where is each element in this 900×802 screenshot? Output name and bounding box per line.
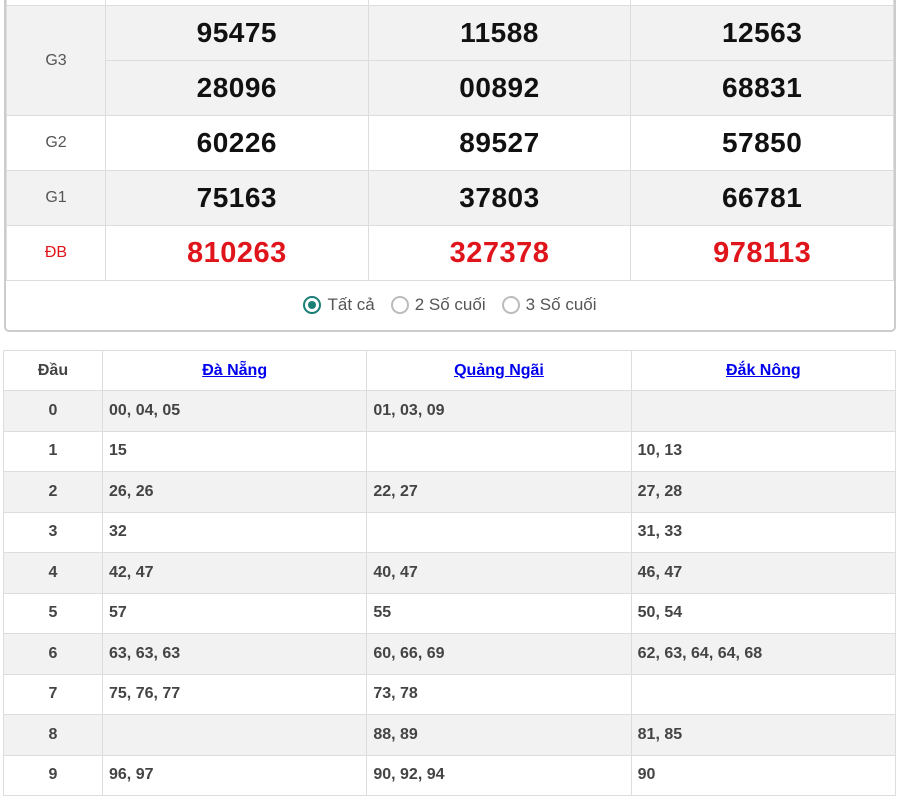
prize-label: ĐB [6,225,106,281]
head-digit: 7 [3,673,103,715]
head-digit: 5 [3,592,103,634]
head-digit: 6 [3,633,103,675]
results-card: G3 95475 11588 12563 28096 00892 68831 G… [4,0,896,332]
prize-number: 68831 [630,60,894,116]
prize-number: 75163 [105,170,369,226]
prize-number: 11588 [367,5,632,61]
loto-cell: 63, 63, 63 [101,633,368,675]
head-digit: 9 [3,754,103,796]
results-row-g1: G1 75163 37803 66781 [6,170,894,226]
loto-cell: 01, 03, 09 [366,390,632,432]
table-row: 7 75, 76, 77 73, 78 [3,673,897,715]
loto-table: Đầu Đà Nẵng Quảng Ngãi Đắk Nông 0 00, 04,… [3,350,897,796]
radio-unchecked-icon[interactable] [390,296,409,314]
loto-cell [366,430,632,472]
table-row: 5 57 55 50, 54 [3,592,897,634]
table-row: 2 26, 26 22, 27 27, 28 [3,471,897,513]
prize-number: 89527 [367,115,632,171]
loto-cell: 40, 47 [366,552,632,594]
loto-cell: 10, 13 [630,430,897,472]
loto-cell: 31, 33 [630,511,897,553]
results-row-special: ĐB 810263 327378 978113 [6,225,894,281]
results-table: G3 95475 11588 12563 28096 00892 68831 G… [6,0,894,281]
loto-cell: 96, 97 [101,754,368,796]
loto-cell: 46, 47 [630,552,897,594]
loto-cell: 50, 54 [630,592,897,634]
prize-number: 66781 [630,170,894,226]
loto-cell: 55 [366,592,632,634]
loto-cell [366,511,632,553]
prize-number: 12563 [630,5,894,61]
province-link-da-nang[interactable]: Đà Nẵng [202,361,268,379]
loto-cell: 22, 27 [366,471,632,513]
filter-all-radio[interactable]: Tất cả [303,295,375,315]
results-row-g3: G3 95475 11588 12563 [6,5,894,116]
loto-cell: 88, 89 [366,714,632,756]
loto-cell: 42, 47 [101,552,368,594]
prize-number: 28096 [105,60,369,116]
loto-cell: 57 [101,592,368,634]
loto-cell [630,673,897,715]
loto-cell: 26, 26 [101,471,368,513]
loto-cell [630,390,897,432]
radio-checked-icon[interactable] [303,296,322,314]
filter-last-3-radio[interactable]: 3 Số cuối [501,295,597,315]
loto-cell: 90, 92, 94 [366,754,632,796]
results-row-g3: 28096 00892 68831 [6,60,894,116]
loto-cell: 27, 28 [630,471,897,513]
head-digit: 8 [3,714,103,756]
province-link-quang-ngai[interactable]: Quảng Ngãi [454,361,544,379]
loto-header-row: Đầu Đà Nẵng Quảng Ngãi Đắk Nông [3,350,897,391]
loto-cell: 75, 76, 77 [101,673,368,715]
loto-cell: 32 [101,511,368,553]
special-prize-number: 810263 [105,225,369,281]
head-digit: 3 [3,511,103,553]
column-header-head: Đầu [3,350,103,391]
digit-filter: Tất cả 2 Số cuối 3 Số cuối [6,279,894,330]
table-row: 6 63, 63, 63 60, 66, 69 62, 63, 64, 64, 68 [3,633,897,675]
special-prize-number: 978113 [630,225,894,281]
special-prize-number: 327378 [367,225,632,281]
loto-cell: 00, 04, 05 [101,390,368,432]
prize-number: 00892 [367,60,632,116]
loto-cell: 60, 66, 69 [366,633,632,675]
prize-number: 60226 [105,115,369,171]
loto-cell: 62, 63, 64, 64, 68 [630,633,897,675]
head-digit: 1 [3,430,103,472]
prize-label: G3 [6,5,106,116]
results-row-g2: G2 60226 89527 57850 [6,115,894,171]
filter-last-2-radio[interactable]: 2 Số cuối [390,295,486,315]
prize-label: G2 [6,115,106,171]
prize-number: 95475 [105,5,369,61]
table-row: 1 15 10, 13 [3,430,897,472]
table-row: 4 42, 47 40, 47 46, 47 [3,552,897,594]
prize-number: 37803 [367,170,632,226]
head-digit: 4 [3,552,103,594]
loto-cell [101,714,368,756]
table-row: 0 00, 04, 05 01, 03, 09 [3,390,897,432]
prize-number: 57850 [630,115,894,171]
loto-cell: 90 [630,754,897,796]
table-row: 8 88, 89 81, 85 [3,714,897,756]
table-row: 9 96, 97 90, 92, 94 90 [3,754,897,796]
radio-unchecked-icon[interactable] [501,296,520,314]
loto-cell: 15 [101,430,368,472]
head-digit: 2 [3,471,103,513]
table-row: 3 32 31, 33 [3,511,897,553]
loto-cell: 81, 85 [630,714,897,756]
province-link-dak-nong[interactable]: Đắk Nông [725,361,801,379]
loto-cell: 73, 78 [366,673,632,715]
head-digit: 0 [3,390,103,432]
prize-label: G1 [6,170,106,226]
